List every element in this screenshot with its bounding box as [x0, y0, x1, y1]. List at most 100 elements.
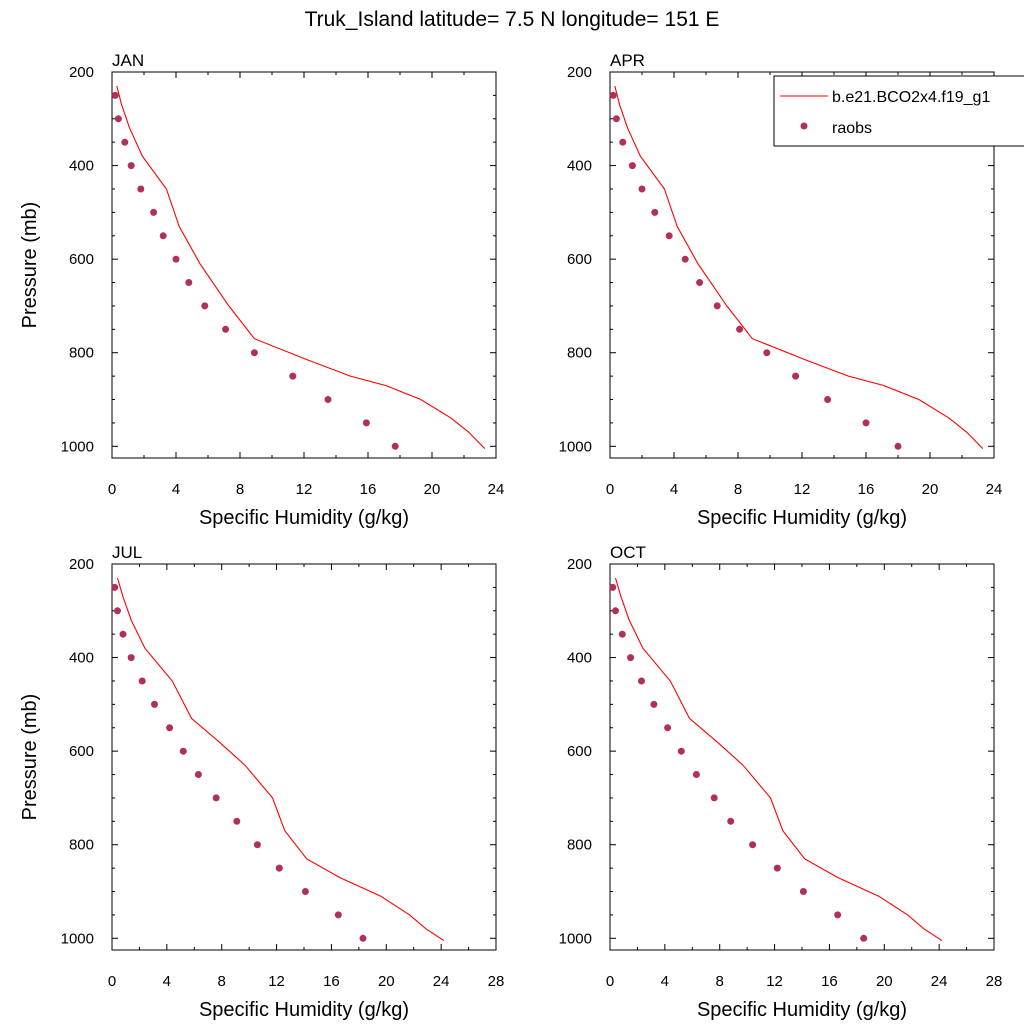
raobs-point — [862, 419, 870, 427]
raobs-point — [137, 185, 145, 193]
x-tick-label: 24 — [433, 973, 450, 990]
raobs-point — [692, 771, 700, 778]
x-tick-label: 0 — [108, 481, 116, 498]
raobs-point — [194, 771, 202, 778]
raobs-point — [609, 91, 617, 99]
raobs-point — [677, 747, 685, 755]
raobs-point — [179, 747, 187, 755]
x-tick-label: 4 — [670, 481, 678, 498]
panel-oct: OCT 0 4 8 12 16 20 24 28 200 400 600 800 1000 Specific… — [559, 543, 1003, 1021]
y-tick-label: 400 — [69, 158, 94, 175]
raobs-point — [222, 325, 230, 333]
x-tick-label: 12 — [794, 481, 811, 498]
raobs-point — [638, 677, 645, 685]
legend-obs-swatch — [800, 122, 808, 130]
x-tick-label: 0 — [606, 481, 614, 498]
x-tick-label: 20 — [876, 973, 893, 990]
raobs-point — [749, 841, 757, 849]
x-tick-label: 16 — [821, 973, 838, 990]
panel-label: APR — [610, 51, 645, 70]
raobs-point — [185, 279, 193, 286]
raobs-point — [664, 724, 672, 732]
raobs-point — [612, 115, 620, 123]
x-tick-label: 24 — [986, 481, 1003, 498]
raobs-point — [763, 349, 771, 357]
y-tick-label: 200 — [567, 556, 592, 573]
model-profile-line — [614, 577, 943, 942]
x-tick-label: 8 — [734, 481, 742, 498]
legend-box — [773, 75, 1024, 147]
raobs-point — [359, 934, 367, 942]
raobs-point — [773, 864, 781, 872]
raobs-point — [151, 700, 158, 708]
panel-jul: JUL 0 4 8 12 16 20 24 28 200 400 600 800 1000 Specific… — [19, 543, 504, 1021]
y-tick-label: 200 — [69, 64, 94, 81]
raobs-point — [275, 864, 283, 872]
model-profile-line — [116, 577, 445, 942]
raobs-point — [824, 396, 832, 403]
x-tick-label: 28 — [488, 973, 505, 990]
y-tick-label: 400 — [567, 650, 592, 667]
x-tick-label: 20 — [378, 973, 395, 990]
x-tick-label: 4 — [172, 481, 180, 498]
raobs-point — [681, 255, 689, 263]
raobs-point — [727, 817, 735, 825]
raobs-point — [713, 302, 721, 310]
raobs-point — [799, 888, 807, 895]
raobs-point — [391, 442, 399, 450]
raobs-point — [736, 325, 744, 333]
raobs-point — [628, 162, 636, 170]
panel-label: JUL — [112, 543, 142, 562]
raobs-point — [253, 841, 261, 849]
y-axis-title: Pressure (mb) — [19, 202, 41, 329]
x-tick-label: 0 — [108, 973, 116, 990]
x-axis-title: Specific Humidity (g/kg) — [697, 999, 907, 1021]
y-tick-label: 1000 — [559, 438, 592, 455]
y-axis-title: Pressure (mb) — [19, 694, 41, 821]
raobs-point — [627, 654, 635, 662]
raobs-point — [894, 442, 902, 450]
panel-label: JAN — [112, 51, 144, 70]
y-tick-label: 800 — [567, 345, 592, 362]
raobs-point — [172, 255, 180, 263]
raobs-point — [301, 888, 309, 895]
x-tick-label: 12 — [296, 481, 313, 498]
raobs-point — [121, 138, 129, 146]
raobs-point — [289, 372, 297, 380]
raobs-point — [651, 208, 659, 216]
raobs-point — [834, 911, 842, 919]
y-tick-label: 200 — [69, 556, 94, 573]
x-tick-label: 12 — [766, 973, 783, 990]
raobs-point — [362, 419, 370, 427]
x-tick-label: 24 — [931, 973, 948, 990]
y-tick-label: 800 — [567, 837, 592, 854]
raobs-point — [618, 630, 626, 638]
model-profile-line — [614, 85, 984, 449]
y-tick-label: 200 — [567, 64, 592, 81]
x-tick-label: 20 — [424, 481, 441, 498]
x-tick-label: 16 — [858, 481, 875, 498]
raobs-point — [250, 349, 258, 357]
raobs-point — [696, 279, 704, 286]
raobs-point — [619, 138, 627, 146]
figure-title: Truk_Island latitude= 7.5 N longitude= 1… — [305, 8, 720, 31]
panel-label: OCT — [610, 543, 646, 562]
x-tick-label: 8 — [218, 973, 226, 990]
x-tick-label: 24 — [488, 481, 505, 498]
y-tick-label: 800 — [69, 837, 94, 854]
raobs-point — [324, 396, 332, 403]
y-tick-label: 400 — [567, 158, 592, 175]
raobs-point — [792, 372, 800, 380]
x-axis-title: Specific Humidity (g/kg) — [199, 507, 409, 529]
raobs-point — [138, 677, 146, 685]
panel-jan: JAN 0 4 8 12 16 20 24 200 400 600 800 1000 Specific H… — [19, 51, 504, 529]
raobs-point — [334, 911, 342, 919]
x-tick-label: 8 — [236, 481, 244, 498]
y-tick-label: 600 — [69, 743, 94, 760]
y-tick-label: 1000 — [559, 930, 592, 947]
raobs-point — [201, 302, 209, 310]
raobs-point — [114, 607, 121, 615]
raobs-point — [650, 700, 658, 708]
raobs-point — [710, 794, 718, 802]
